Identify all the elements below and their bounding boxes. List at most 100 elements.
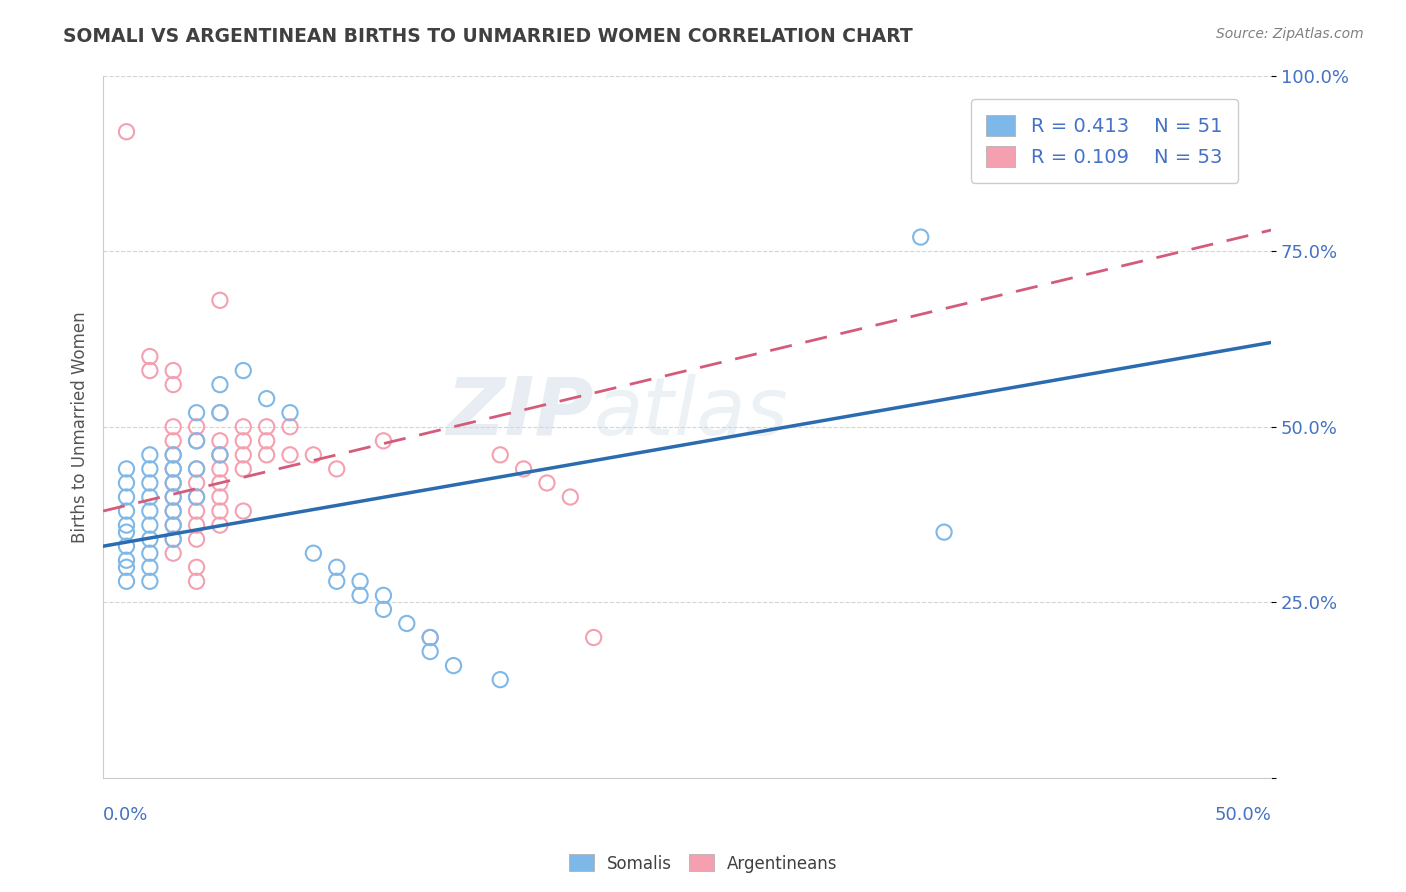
Text: 0.0%: 0.0% — [103, 806, 149, 824]
Point — [115, 518, 138, 533]
Text: Source: ZipAtlas.com: Source: ZipAtlas.com — [1216, 27, 1364, 41]
Point — [232, 419, 254, 434]
Point — [186, 490, 208, 504]
Point — [349, 588, 371, 602]
Point — [162, 518, 184, 533]
Point — [186, 475, 208, 490]
Point — [162, 518, 184, 533]
Point — [395, 616, 418, 631]
Point — [419, 631, 441, 645]
Point — [373, 588, 395, 602]
Point — [139, 475, 162, 490]
Point — [278, 419, 301, 434]
Legend: Somalis, Argentineans: Somalis, Argentineans — [562, 847, 844, 880]
Point — [162, 546, 184, 560]
Point — [373, 602, 395, 616]
Point — [443, 658, 465, 673]
Point — [186, 419, 208, 434]
Text: 50.0%: 50.0% — [1215, 806, 1271, 824]
Point — [208, 406, 231, 420]
Point — [139, 490, 162, 504]
Point — [208, 406, 231, 420]
Point — [162, 448, 184, 462]
Point — [256, 434, 278, 448]
Point — [186, 406, 208, 420]
Point — [489, 673, 512, 687]
Point — [232, 448, 254, 462]
Point — [232, 363, 254, 377]
Point — [139, 462, 162, 476]
Point — [932, 525, 955, 540]
Point — [302, 448, 325, 462]
Point — [162, 532, 184, 546]
Point — [115, 462, 138, 476]
Point — [186, 504, 208, 518]
Point — [139, 504, 162, 518]
Point — [162, 363, 184, 377]
Point — [186, 490, 208, 504]
Point — [910, 230, 932, 244]
Point — [186, 574, 208, 589]
Point — [139, 546, 162, 560]
Point — [115, 490, 138, 504]
Point — [582, 631, 605, 645]
Point — [139, 574, 162, 589]
Point — [419, 644, 441, 658]
Point — [186, 462, 208, 476]
Text: SOMALI VS ARGENTINEAN BIRTHS TO UNMARRIED WOMEN CORRELATION CHART: SOMALI VS ARGENTINEAN BIRTHS TO UNMARRIE… — [63, 27, 912, 45]
Point — [162, 419, 184, 434]
Point — [115, 553, 138, 567]
Point — [325, 560, 347, 574]
Point — [208, 293, 231, 308]
Point — [139, 350, 162, 364]
Point — [325, 462, 347, 476]
Point — [512, 462, 534, 476]
Legend: R = 0.413    N = 51, R = 0.109    N = 53: R = 0.413 N = 51, R = 0.109 N = 53 — [970, 99, 1239, 183]
Point — [256, 392, 278, 406]
Point — [115, 504, 138, 518]
Point — [256, 448, 278, 462]
Text: ZIP: ZIP — [446, 374, 593, 451]
Point — [186, 462, 208, 476]
Point — [208, 518, 231, 533]
Point — [162, 377, 184, 392]
Point — [162, 475, 184, 490]
Point — [139, 532, 162, 546]
Point — [232, 434, 254, 448]
Point — [419, 631, 441, 645]
Point — [208, 448, 231, 462]
Point — [139, 518, 162, 533]
Point — [162, 462, 184, 476]
Text: atlas: atlas — [593, 374, 789, 451]
Point — [162, 475, 184, 490]
Point — [208, 490, 231, 504]
Point — [232, 504, 254, 518]
Point — [560, 490, 582, 504]
Point — [162, 490, 184, 504]
Point — [162, 490, 184, 504]
Point — [115, 475, 138, 490]
Y-axis label: Births to Unmarried Women: Births to Unmarried Women — [72, 311, 89, 542]
Point — [489, 448, 512, 462]
Point — [325, 574, 347, 589]
Point — [208, 434, 231, 448]
Point — [186, 532, 208, 546]
Point — [115, 125, 138, 139]
Point — [162, 504, 184, 518]
Point — [186, 434, 208, 448]
Point — [302, 546, 325, 560]
Point — [208, 504, 231, 518]
Point — [115, 539, 138, 553]
Point — [278, 406, 301, 420]
Point — [186, 518, 208, 533]
Point — [278, 448, 301, 462]
Point — [139, 363, 162, 377]
Point — [208, 448, 231, 462]
Point — [115, 574, 138, 589]
Point — [208, 475, 231, 490]
Point — [186, 434, 208, 448]
Point — [186, 560, 208, 574]
Point — [162, 448, 184, 462]
Point — [536, 475, 558, 490]
Point — [139, 560, 162, 574]
